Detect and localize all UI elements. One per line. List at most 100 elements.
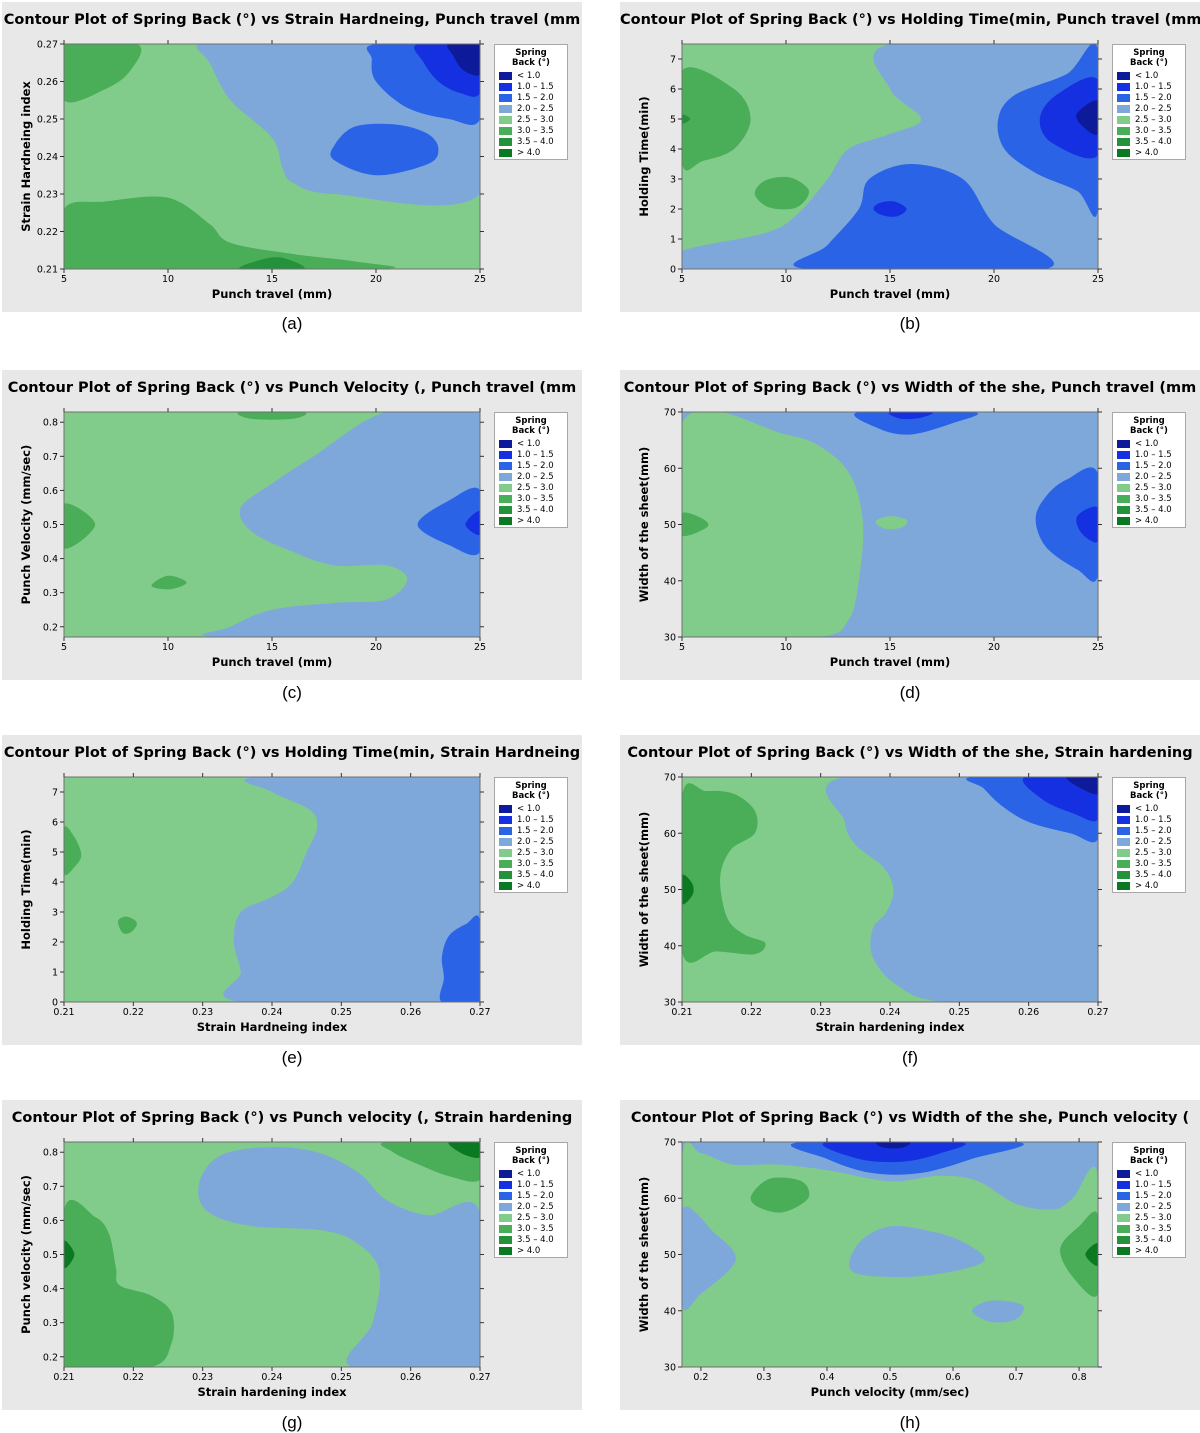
legend-entry: 1.0 – 1.5 [1117,82,1185,92]
legend-label: < 1.0 [1135,71,1159,81]
legend-swatch [1117,1214,1130,1222]
legend-label: > 4.0 [1135,148,1159,158]
legend-swatch [1117,138,1130,146]
y-tick-label: 0 [670,265,676,276]
x-tick-label: 5 [679,642,685,653]
y-tick-label: 0.8 [43,1148,58,1159]
legend-entry: 3.5 – 4.0 [499,505,567,515]
legend-swatch [1117,849,1130,857]
legend-label: 3.5 – 4.0 [1135,137,1172,147]
contour-panel-4: Contour Plot of Spring Back (°) vs Width… [620,370,1200,680]
legend-title: Spring Back (°) [1130,48,1168,68]
contour-region-6 [1076,100,1098,135]
x-axis-label: Punch travel (mm) [830,655,950,669]
legend-swatch [499,451,512,459]
legend-entry: 2.5 – 3.0 [499,848,567,858]
legend-label: > 4.0 [517,148,541,158]
contour-region-5 [750,1177,810,1213]
legend-entry: 3.0 – 3.5 [1117,1224,1185,1234]
x-tick-label: 0.21 [53,1372,74,1383]
x-tick-label: 0.23 [810,1007,831,1018]
legend-swatch [1117,838,1130,846]
legend-swatch [499,1170,512,1178]
x-axis-label: Punch velocity (mm/sec) [811,1385,970,1399]
legend-swatch [499,72,512,80]
legend-title: Spring Back (°) [512,1146,550,1166]
legend-entry: > 4.0 [499,516,567,526]
legend-entry: < 1.0 [499,804,567,814]
legend-swatch [499,816,512,824]
legend-label: > 4.0 [1135,516,1159,526]
y-tick-label: 0.26 [37,77,58,88]
legend-entry: 3.5 – 4.0 [1117,137,1185,147]
chart-title: Contour Plot of Spring Back (°) vs Punch… [11,1110,573,1126]
legend-entry: 1.5 – 2.0 [499,1191,567,1201]
legend-label: < 1.0 [1135,804,1159,814]
legend-label: 1.0 – 1.5 [1135,450,1172,460]
x-tick-label: 5 [61,274,67,285]
legend-label: 2.0 – 2.5 [517,472,554,482]
contour-panel-8: Contour Plot of Spring Back (°) vs Width… [620,1100,1200,1410]
legend-label: 3.5 – 4.0 [1135,1235,1172,1245]
legend-label: 1.0 – 1.5 [1135,82,1172,92]
legend-swatch [499,462,512,470]
contour-panel-2: Contour Plot of Spring Back (°) vs Holdi… [620,2,1200,312]
legend-entry: < 1.0 [499,71,567,81]
y-tick-label: 70 [664,408,676,419]
x-tick-label: 0.21 [671,1007,692,1018]
legend-label: > 4.0 [517,1246,541,1256]
legend-entry: 2.5 – 3.0 [1117,483,1185,493]
legend-label: 3.0 – 3.5 [517,126,554,136]
legend-swatch [1117,1236,1130,1244]
panel-caption: (f) [901,1048,919,1067]
y-axis-label: Punch Velocity (mm/sec) [19,445,33,605]
contour-region-7 [64,196,396,269]
legend-entry: 2.5 – 3.0 [499,483,567,493]
legend-swatch [499,495,512,503]
legend-label: > 4.0 [517,516,541,526]
y-tick-label: 60 [664,1194,676,1205]
y-tick-label: 2 [52,938,58,949]
legend-label: 2.5 – 3.0 [517,1213,554,1223]
legend-swatch [499,827,512,835]
x-tick-label: 0.22 [123,1007,144,1018]
y-tick-label: 30 [664,633,676,644]
legend-swatch [499,882,512,890]
legend-entry: < 1.0 [499,439,567,449]
legend-label: 1.5 – 2.0 [1135,461,1172,471]
x-tick-label: 20 [988,274,1000,285]
contour-region-9 [682,114,691,124]
y-tick-label: 50 [664,885,676,896]
legend-label: 3.5 – 4.0 [517,505,554,515]
legend-label: 1.5 – 2.0 [1135,93,1172,103]
legend-label: 2.5 – 3.0 [1135,1213,1172,1223]
legend-swatch [1117,1192,1130,1200]
legend-entry: 1.5 – 2.0 [1117,1191,1185,1201]
chart-title: Contour Plot of Spring Back (°) vs Width… [623,380,1197,396]
contour-region-4 [971,1300,1024,1323]
y-tick-label: 0.7 [43,1182,58,1193]
legend-label: 1.0 – 1.5 [1135,1180,1172,1190]
legend-swatch [499,805,512,813]
x-tick-label: 5 [679,274,685,285]
y-tick-label: 0.7 [43,452,58,463]
legend-label: 2.5 – 3.0 [1135,115,1172,125]
y-tick-label: 0.2 [43,1352,58,1363]
legend-swatch [499,440,512,448]
contour-plot-svg: 5 10 15 20 25 0.21 0.22 0.23 0.24 0.25 0.26 0.27 Pun… [19,40,486,302]
y-axis-label: Punch velocity (mm/sec) [19,1175,33,1334]
y-tick-label: 7 [670,55,676,66]
legend: Spring Back (°) < 1.0 1.0 – 1.5 1.5 – 2.0 2.… [494,777,568,893]
legend-label: < 1.0 [1135,1169,1159,1179]
contour-plot-svg: 5 10 15 20 25 30 40 50 60 70 Punch travel (mm) Widt… [637,408,1104,670]
legend-title: Spring Back (°) [512,416,550,436]
legend-swatch [499,138,512,146]
y-tick-label: 0.8 [43,418,58,429]
legend-swatch [1117,871,1130,879]
legend-entry: 1.5 – 2.0 [499,461,567,471]
y-tick-label: 0.21 [37,265,58,276]
x-axis-label: Strain hardening index [197,1385,347,1399]
contour-panel-7: Contour Plot of Spring Back (°) vs Punch… [2,1100,582,1410]
legend-entry: 3.5 – 4.0 [1117,505,1185,515]
